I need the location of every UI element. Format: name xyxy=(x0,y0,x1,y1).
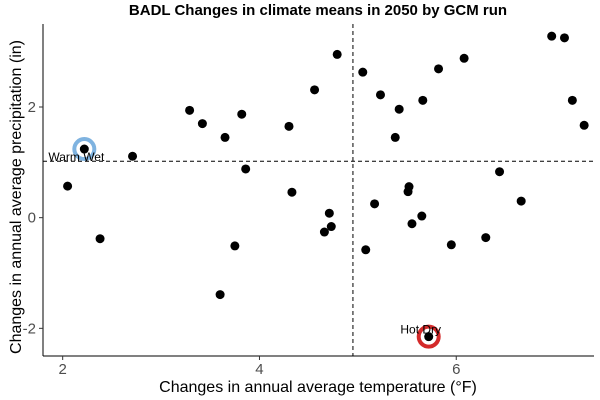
data-point xyxy=(220,132,230,142)
data-point xyxy=(495,167,505,177)
data-point xyxy=(324,208,334,218)
x-tick-label: 4 xyxy=(255,361,263,378)
data-point xyxy=(404,182,414,192)
data-point xyxy=(95,234,105,244)
data-point xyxy=(417,211,427,221)
y-tick-label: 0 xyxy=(28,210,36,227)
data-point xyxy=(361,245,371,255)
y-tick-label: 2 xyxy=(28,99,36,116)
data-point xyxy=(407,219,417,229)
data-point xyxy=(230,241,240,251)
data-point xyxy=(128,151,138,161)
x-tick-label: 2 xyxy=(59,361,67,378)
data-point xyxy=(241,164,251,174)
annotation-label: Hot Dry xyxy=(400,323,441,337)
data-point xyxy=(185,105,195,115)
data-point xyxy=(434,64,444,74)
data-point xyxy=(418,95,428,105)
data-point xyxy=(567,95,577,105)
annotation-ring xyxy=(72,137,97,162)
data-point xyxy=(559,33,569,43)
data-point xyxy=(197,119,207,129)
data-point xyxy=(215,290,225,300)
data-point xyxy=(326,222,336,232)
x-tick-label: 6 xyxy=(452,361,460,378)
data-point xyxy=(79,144,89,154)
data-point xyxy=(237,109,247,119)
data-point xyxy=(446,240,456,250)
y-tick-label: -2 xyxy=(23,320,36,337)
data-point xyxy=(516,196,526,206)
data-point xyxy=(394,104,404,114)
data-point xyxy=(284,121,294,131)
data-point xyxy=(547,31,557,41)
annotation-ring xyxy=(416,324,441,349)
data-point xyxy=(332,49,342,59)
data-point xyxy=(424,332,434,342)
data-point xyxy=(63,181,73,191)
data-point xyxy=(390,132,400,142)
annotation-label: Warm Wet xyxy=(48,150,105,164)
data-point xyxy=(310,85,320,95)
data-point xyxy=(375,90,385,100)
data-point xyxy=(319,227,329,237)
plot-area: 2 4 6 -2 0 2 Warm Wet Hot Dry xyxy=(23,24,594,378)
data-point xyxy=(459,53,469,63)
data-point xyxy=(579,120,589,130)
chart-title: BADL Changes in climate means in 2050 by… xyxy=(129,2,507,19)
x-axis-title: Changes in annual average temperature (°… xyxy=(159,379,477,396)
y-axis-title: Changes in annual average precipitation … xyxy=(8,40,25,354)
data-point xyxy=(358,67,368,77)
data-point xyxy=(481,233,491,243)
data-point xyxy=(370,199,380,209)
data-point xyxy=(287,187,297,197)
